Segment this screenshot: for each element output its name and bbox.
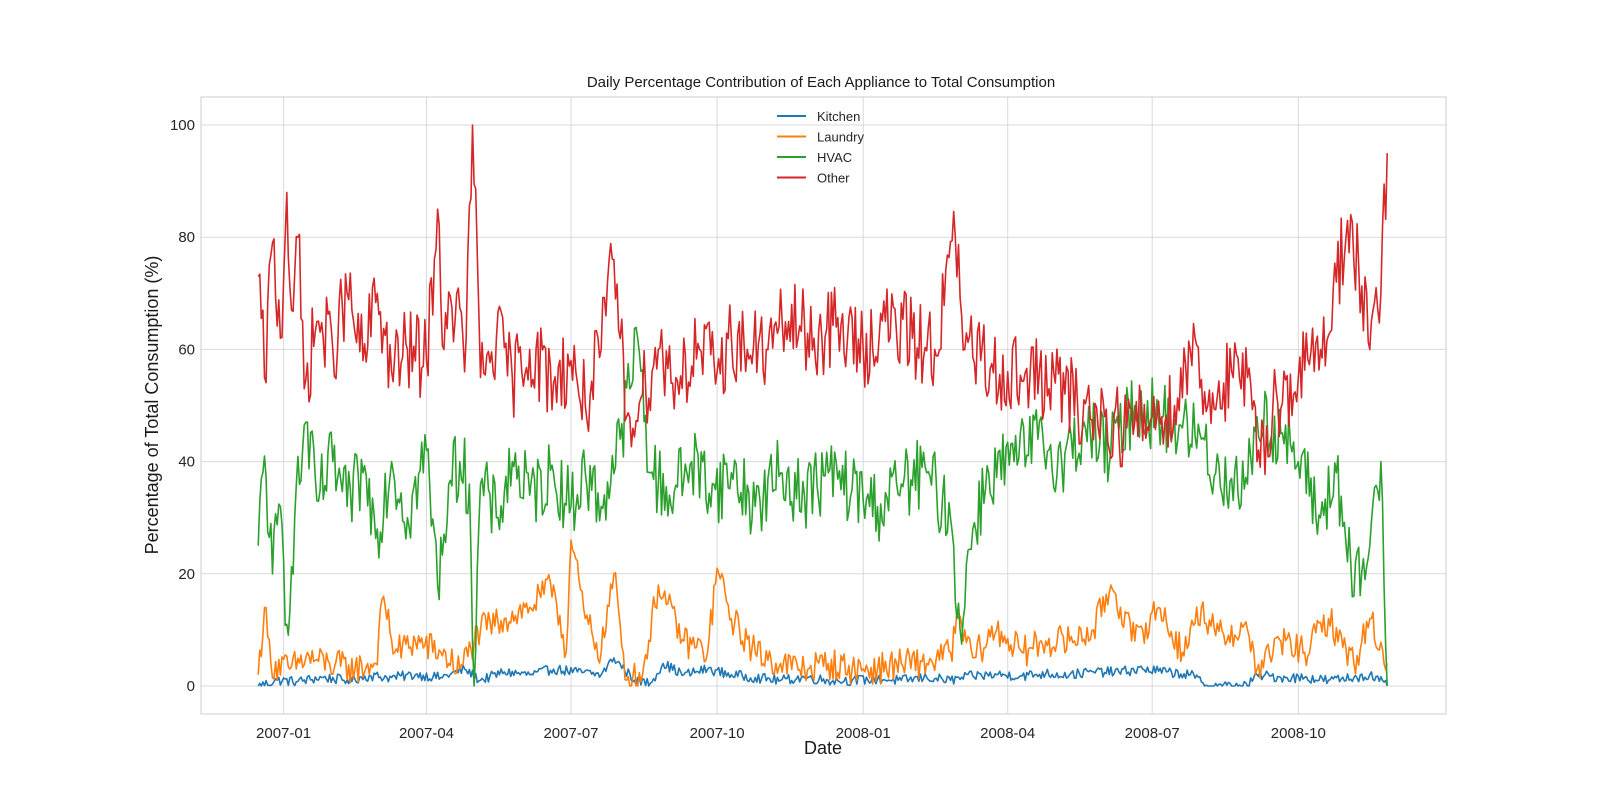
y-tick-label: 60 — [178, 341, 195, 358]
y-tick-label: 20 — [178, 566, 195, 583]
series-layer — [257, 124, 1388, 687]
x-tick-label: 2007-04 — [399, 725, 454, 742]
x-tick-labels: 2007-01 2007-04 2007-07 2007-10 2008-01 2008-… — [256, 725, 1326, 742]
legend-label-other: Other — [817, 171, 850, 186]
legend: Kitchen Laundry HVAC Other — [777, 109, 864, 186]
series-line-hvac — [257, 326, 1388, 687]
y-tick-label: 0 — [187, 678, 195, 695]
plot-frame — [200, 96, 1447, 715]
x-tick-label: 2008-01 — [836, 725, 891, 742]
y-tick-label: 80 — [178, 229, 195, 246]
chart-title: Daily Percentage Contribution of Each Ap… — [587, 74, 1055, 91]
y-axis-label: Percentage of Total Consumption (%) — [142, 256, 162, 555]
legend-label-kitchen: Kitchen — [817, 109, 860, 124]
x-tick-label: 2008-10 — [1271, 725, 1326, 742]
grid — [201, 97, 1446, 714]
x-tick-label: 2007-10 — [690, 725, 745, 742]
x-tick-label: 2008-04 — [980, 725, 1035, 742]
legend-label-hvac: HVAC — [817, 150, 852, 165]
series-line-kitchen — [257, 657, 1388, 687]
y-tick-labels: 0 20 40 60 80 100 — [170, 117, 195, 695]
y-tick-label: 40 — [178, 454, 195, 471]
series-line-other — [257, 124, 1388, 476]
x-tick-label: 2008-07 — [1125, 725, 1180, 742]
series-line-laundry — [257, 539, 1388, 687]
legend-label-laundry: Laundry — [817, 130, 864, 145]
x-tick-label: 2007-01 — [256, 725, 311, 742]
y-tick-label: 100 — [170, 117, 195, 134]
x-axis-label: Date — [804, 738, 842, 758]
x-tick-label: 2007-07 — [543, 725, 598, 742]
